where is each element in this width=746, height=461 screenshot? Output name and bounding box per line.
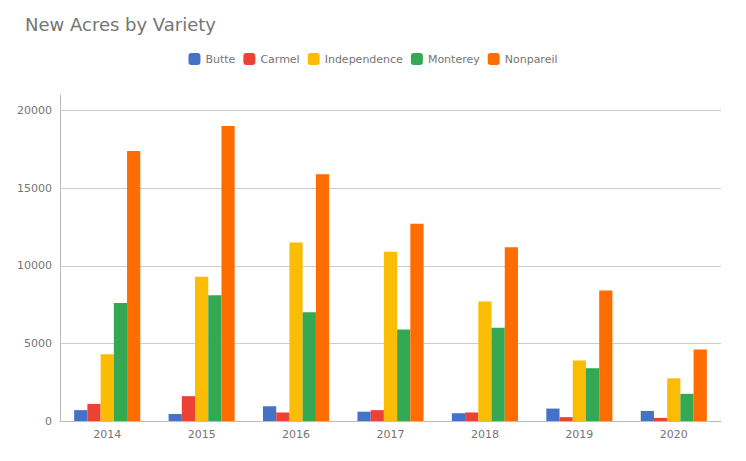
svg-text:Carmel: Carmel: [260, 53, 299, 66]
svg-text:2017: 2017: [377, 428, 405, 441]
svg-text:New Acres by Variety: New Acres by Variety: [25, 14, 216, 35]
svg-text:Independence: Independence: [325, 53, 403, 66]
svg-text:2016: 2016: [282, 428, 310, 441]
svg-text:10000: 10000: [17, 259, 52, 272]
svg-text:2014: 2014: [93, 428, 121, 441]
svg-text:2019: 2019: [565, 428, 593, 441]
svg-text:Butte: Butte: [205, 53, 235, 66]
svg-text:2020: 2020: [660, 428, 688, 441]
svg-text:Monterey: Monterey: [428, 53, 480, 66]
svg-text:15000: 15000: [17, 182, 52, 195]
svg-text:2015: 2015: [188, 428, 216, 441]
svg-text:Nonpareil: Nonpareil: [505, 53, 558, 66]
svg-text:0: 0: [45, 415, 52, 428]
svg-text:2018: 2018: [471, 428, 499, 441]
svg-text:5000: 5000: [24, 337, 52, 350]
svg-text:20000: 20000: [17, 104, 52, 117]
